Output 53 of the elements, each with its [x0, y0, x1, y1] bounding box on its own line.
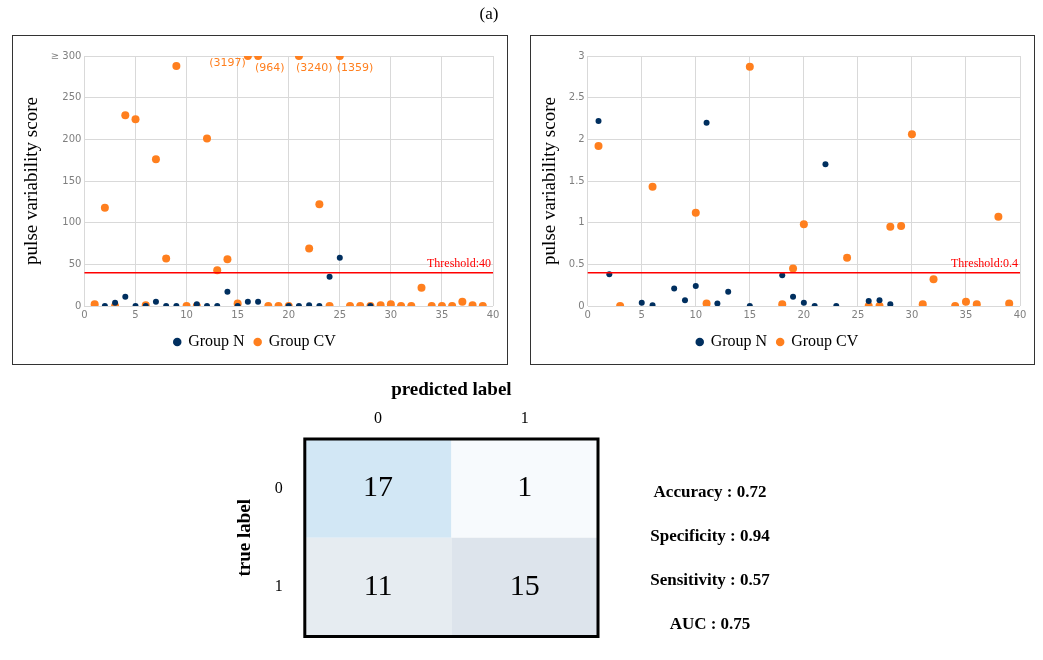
- text: Accuracy : 0.72: [652, 481, 768, 503]
- y-tick-label: 0.5: [568, 257, 585, 269]
- annotation: (3197): [209, 56, 246, 70]
- x-tick-label: 20: [797, 308, 811, 320]
- x-tick-label: 25: [851, 308, 865, 320]
- x-tick-label: 25: [333, 308, 347, 320]
- text: Specificity : 0.94: [649, 525, 771, 547]
- y-tick-label: 50: [68, 257, 82, 269]
- y-tick-label: ≥ 300: [50, 49, 82, 61]
- y-tick-label: 0: [578, 299, 585, 311]
- y-tick-label: 100: [62, 216, 82, 228]
- data-label: 17: [363, 469, 394, 503]
- data-label: 1: [517, 469, 533, 503]
- y-tick-label: 0: [75, 299, 82, 311]
- y-tick-label: 150: [62, 174, 82, 186]
- y-tick-label: 1: [578, 216, 585, 228]
- y-axis-title: pulse variability score: [20, 97, 42, 265]
- y-axis-title: pulse variability score: [538, 97, 560, 265]
- annotation: (1359): [336, 61, 374, 75]
- chart-title: (a): [478, 4, 500, 24]
- x-tick-label: 10: [180, 308, 193, 320]
- x-tick-label: 40: [1013, 308, 1027, 320]
- x-tick-label: 35: [959, 308, 973, 320]
- y-tick-label: 200: [62, 132, 82, 144]
- y-axis-title: true label: [233, 498, 255, 577]
- annotation: (964): [255, 61, 285, 75]
- ref-line-label: Threshold:0.4: [951, 255, 1018, 270]
- x-tick-label: 20: [282, 308, 296, 320]
- ref-line-label: Threshold:40: [427, 255, 491, 270]
- legend-label: Group N: [710, 332, 768, 351]
- data-label: 15: [509, 567, 540, 601]
- y-tick-label: 1.5: [568, 174, 585, 186]
- x-tick-label: 5: [638, 308, 645, 320]
- x-tick-label: 30: [384, 308, 398, 320]
- y-tick-label: 3: [578, 49, 585, 61]
- text: Sensitivity : 0.57: [649, 569, 771, 591]
- x-tick-label: 10: [689, 308, 703, 320]
- data-label: 11: [363, 567, 393, 601]
- x-tick-label: 30: [905, 308, 919, 320]
- legend-label: Group CV: [791, 332, 859, 351]
- legend-label: Group N: [188, 332, 246, 351]
- x-tick-label: 35: [435, 308, 449, 320]
- y-tick-label: 250: [62, 91, 82, 103]
- y-tick-label: 2: [578, 132, 585, 144]
- x-tick-label: 15: [231, 308, 245, 320]
- y-tick-label: 2.5: [568, 91, 585, 103]
- x-axis-title: predicted label: [391, 378, 512, 400]
- text: AUC : 0.75: [668, 613, 752, 635]
- legend-label: Group CV: [268, 332, 337, 351]
- x-tick-label: 15: [743, 308, 757, 320]
- x-tick-label: 5: [132, 308, 139, 320]
- x-tick-label: 40: [486, 308, 500, 320]
- annotation: (3240): [295, 61, 333, 75]
